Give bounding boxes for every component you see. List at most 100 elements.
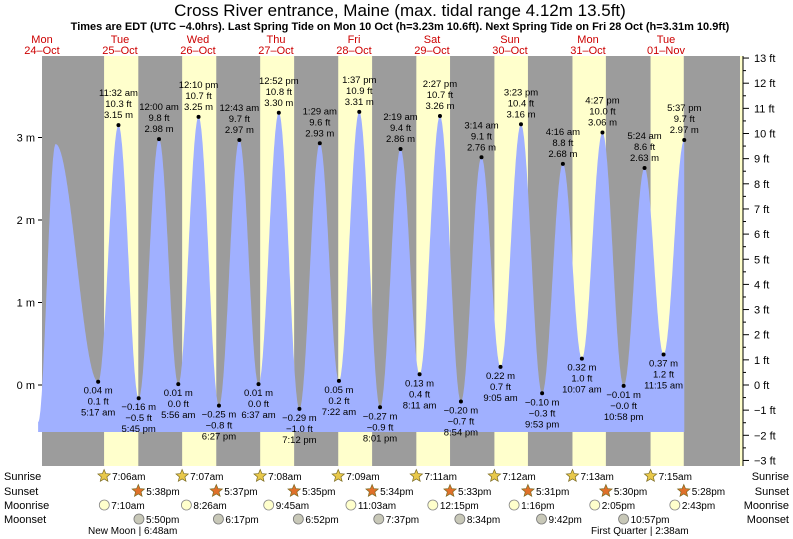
high-tide-point (116, 123, 121, 128)
sunrise-icon (409, 468, 424, 483)
right-axis-strip (740, 56, 743, 466)
chart-subtitle: Times are EDT (UTC −4.0hrs). Last Spring… (71, 21, 730, 33)
low-tide-label: 0.05 m0.2 ft7:22 am (322, 385, 356, 418)
ft-tick-label: 3 ft (754, 305, 769, 317)
tide-time: 10:07 am (562, 385, 602, 396)
tide-height-m: −0.01 m (606, 390, 641, 401)
high-tide-label: 4:16 am8.8 ft2.68 m (546, 127, 580, 160)
tide-time: 5:45 pm (122, 424, 156, 435)
sunrise-time: 7:06am (112, 472, 145, 483)
tide-height-m: 3.15 m (104, 110, 133, 121)
moonrise-row-label: Moonrise (4, 500, 49, 512)
day-name: Fri (348, 34, 361, 46)
low-tide-point (336, 378, 341, 383)
tide-height-m: −0.10 m (525, 397, 560, 408)
day-date: 01–Nov (647, 45, 685, 57)
low-tide-point (136, 396, 141, 401)
tide-height-ft: 0.2 ft (328, 396, 349, 407)
tide-height-ft: 0.4 ft (409, 389, 430, 400)
low-tide-label: 0.01 m0.0 ft6:37 am (241, 388, 275, 421)
tide-height-m: 0.22 m (486, 371, 515, 382)
tide-height-m: 3.25 m (184, 102, 213, 113)
tide-height-ft: 9.4 ft (390, 123, 411, 134)
moonset-time: 8:34pm (467, 515, 500, 526)
tide-height-m: −0.25 m (202, 410, 237, 421)
sunset-icon (287, 483, 302, 498)
tide-time: 1:29 am (303, 106, 337, 117)
day-date: 30–Oct (492, 45, 527, 57)
tide-height-m: 3.30 m (264, 98, 293, 109)
tide-time: 1:37 pm (342, 75, 376, 86)
day-date: 31–Oct (570, 45, 605, 57)
tide-time: 4:27 pm (585, 96, 619, 107)
tide-height-m: 2.93 m (305, 128, 334, 139)
tide-height-ft: 9.7 ft (674, 114, 695, 125)
low-tide-label: −0.25 m−0.8 ft6:27 pm (202, 410, 237, 443)
tide-height-ft: −0.5 ft (125, 413, 152, 424)
tide-curve (38, 111, 685, 433)
sunrise-time: 7:07am (190, 472, 223, 483)
moonrise-time: 9:45am (276, 501, 309, 512)
high-tide-point (479, 155, 484, 160)
tide-height-ft: 10.4 ft (508, 98, 535, 109)
tide-time: 5:24 am (627, 131, 661, 142)
moonset-icon (373, 513, 385, 525)
ft-tick-label: 1 ft (754, 355, 769, 367)
sunset-icon (676, 483, 691, 498)
high-tide-point (518, 122, 523, 127)
tide-height-m: −0.27 m (363, 411, 398, 422)
day-date: 29–Oct (414, 45, 449, 57)
tide-height-ft: 10.7 ft (427, 90, 454, 101)
high-tide-point (600, 130, 605, 135)
tide-height-m: 2.86 m (386, 134, 415, 145)
tide-height-m: 0.37 m (649, 358, 678, 369)
sunset-row-label-right: Sunset (755, 486, 789, 498)
tide-time: 6:27 pm (202, 432, 236, 443)
moonset-time: 9:42pm (549, 515, 582, 526)
tide-height-m: 3.16 m (506, 109, 535, 120)
high-tide-point (157, 137, 161, 142)
moonrise-time: 2:05pm (602, 501, 635, 512)
high-tide-label: 12:00 am9.8 ft2.98 m (139, 102, 179, 135)
moon-phase-first-quarter: First Quarter | 2:38am (591, 526, 689, 537)
high-tide-point (276, 110, 281, 115)
tide-time: 7:22 am (322, 407, 356, 418)
low-tide-label: −0.16 m−0.5 ft5:45 pm (121, 402, 156, 435)
day-name: Wed (187, 34, 209, 46)
tide-height-m: 3.26 m (425, 101, 454, 112)
ft-tick-label: 6 ft (754, 229, 769, 241)
high-tide-label: 1:29 am9.6 ft2.93 m (303, 106, 337, 139)
tide-height-ft: 0.1 ft (88, 397, 109, 408)
day-name: Sun (500, 34, 520, 46)
moonrise-icon (427, 499, 439, 511)
tide-height-m: 2.97 m (225, 125, 254, 136)
low-tide-point (96, 379, 101, 384)
tide-time: 3:14 am (464, 120, 498, 131)
tide-time: 12:00 am (139, 102, 179, 113)
low-tide-point (176, 382, 181, 387)
sunset-time: 5:35pm (302, 487, 335, 498)
day-name: Tue (657, 34, 676, 46)
tide-height-ft: 0.7 ft (490, 382, 511, 393)
high-tide-point (560, 161, 565, 166)
m-tick-label: 3 m (17, 133, 35, 145)
tide-height-ft: −0.7 ft (448, 417, 475, 428)
day-name: Tue (111, 34, 130, 46)
tide-height-ft: 9.1 ft (471, 131, 492, 142)
sunrise-row-label: Sunrise (4, 471, 41, 483)
tide-time: 4:16 am (546, 127, 580, 138)
tide-time: 12:10 pm (179, 80, 219, 91)
axes: 13 ft 12 ft 11 ft 10 ft 9 ft 8 ft 7 ft 6 ft 5 ft… (17, 53, 776, 467)
tide-time: 6:37 am (241, 410, 275, 421)
ft-tick-label: 2 ft (754, 330, 769, 342)
day-date: 24–Oct (24, 45, 59, 57)
low-tide-point (458, 399, 463, 404)
tide-time: 12:43 am (220, 103, 260, 114)
tide-time: 8:11 am (403, 400, 437, 411)
tide-height-ft: 8.8 ft (552, 138, 573, 149)
sunrise-time: 7:08am (268, 472, 301, 483)
high-tide-point (642, 166, 647, 171)
ft-tick-label: 9 ft (754, 154, 769, 166)
